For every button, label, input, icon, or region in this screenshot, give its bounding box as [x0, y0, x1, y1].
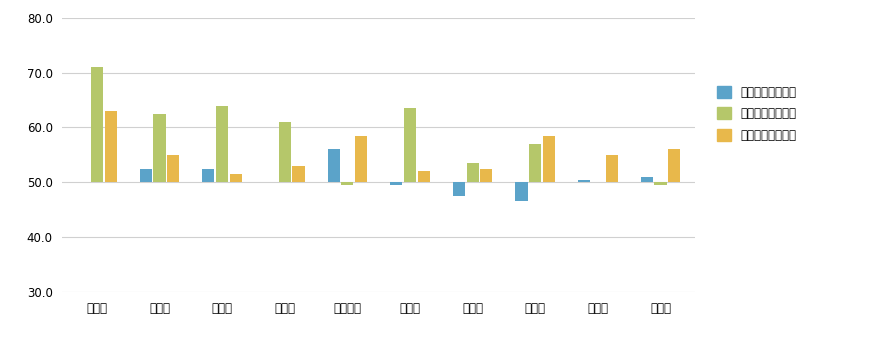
Bar	[515, 182, 527, 201]
Bar	[529, 144, 542, 182]
Bar	[453, 182, 465, 196]
Bar	[668, 150, 681, 182]
Bar	[480, 169, 493, 182]
Bar	[216, 105, 228, 182]
Bar	[104, 111, 117, 182]
Bar	[230, 174, 242, 182]
Bar	[418, 171, 429, 182]
Bar	[390, 182, 402, 185]
Bar	[328, 150, 339, 182]
Bar	[168, 155, 179, 182]
Bar	[578, 179, 590, 182]
Bar	[655, 182, 666, 185]
Bar	[341, 182, 354, 185]
Legend: 「ヒト」軸スコア, 「モノ」軸スコア, 「カネ」軸スコア: 「ヒト」軸スコア, 「モノ」軸スコア, 「カネ」軸スコア	[714, 82, 800, 145]
Bar	[140, 169, 151, 182]
Bar	[279, 122, 290, 182]
Bar	[292, 166, 305, 182]
Bar	[606, 155, 617, 182]
Bar	[641, 177, 653, 182]
Bar	[153, 114, 166, 182]
Bar	[404, 108, 416, 182]
Bar	[91, 67, 102, 182]
Bar	[467, 163, 478, 182]
Bar	[202, 169, 215, 182]
Bar	[356, 136, 367, 182]
Bar	[543, 136, 555, 182]
